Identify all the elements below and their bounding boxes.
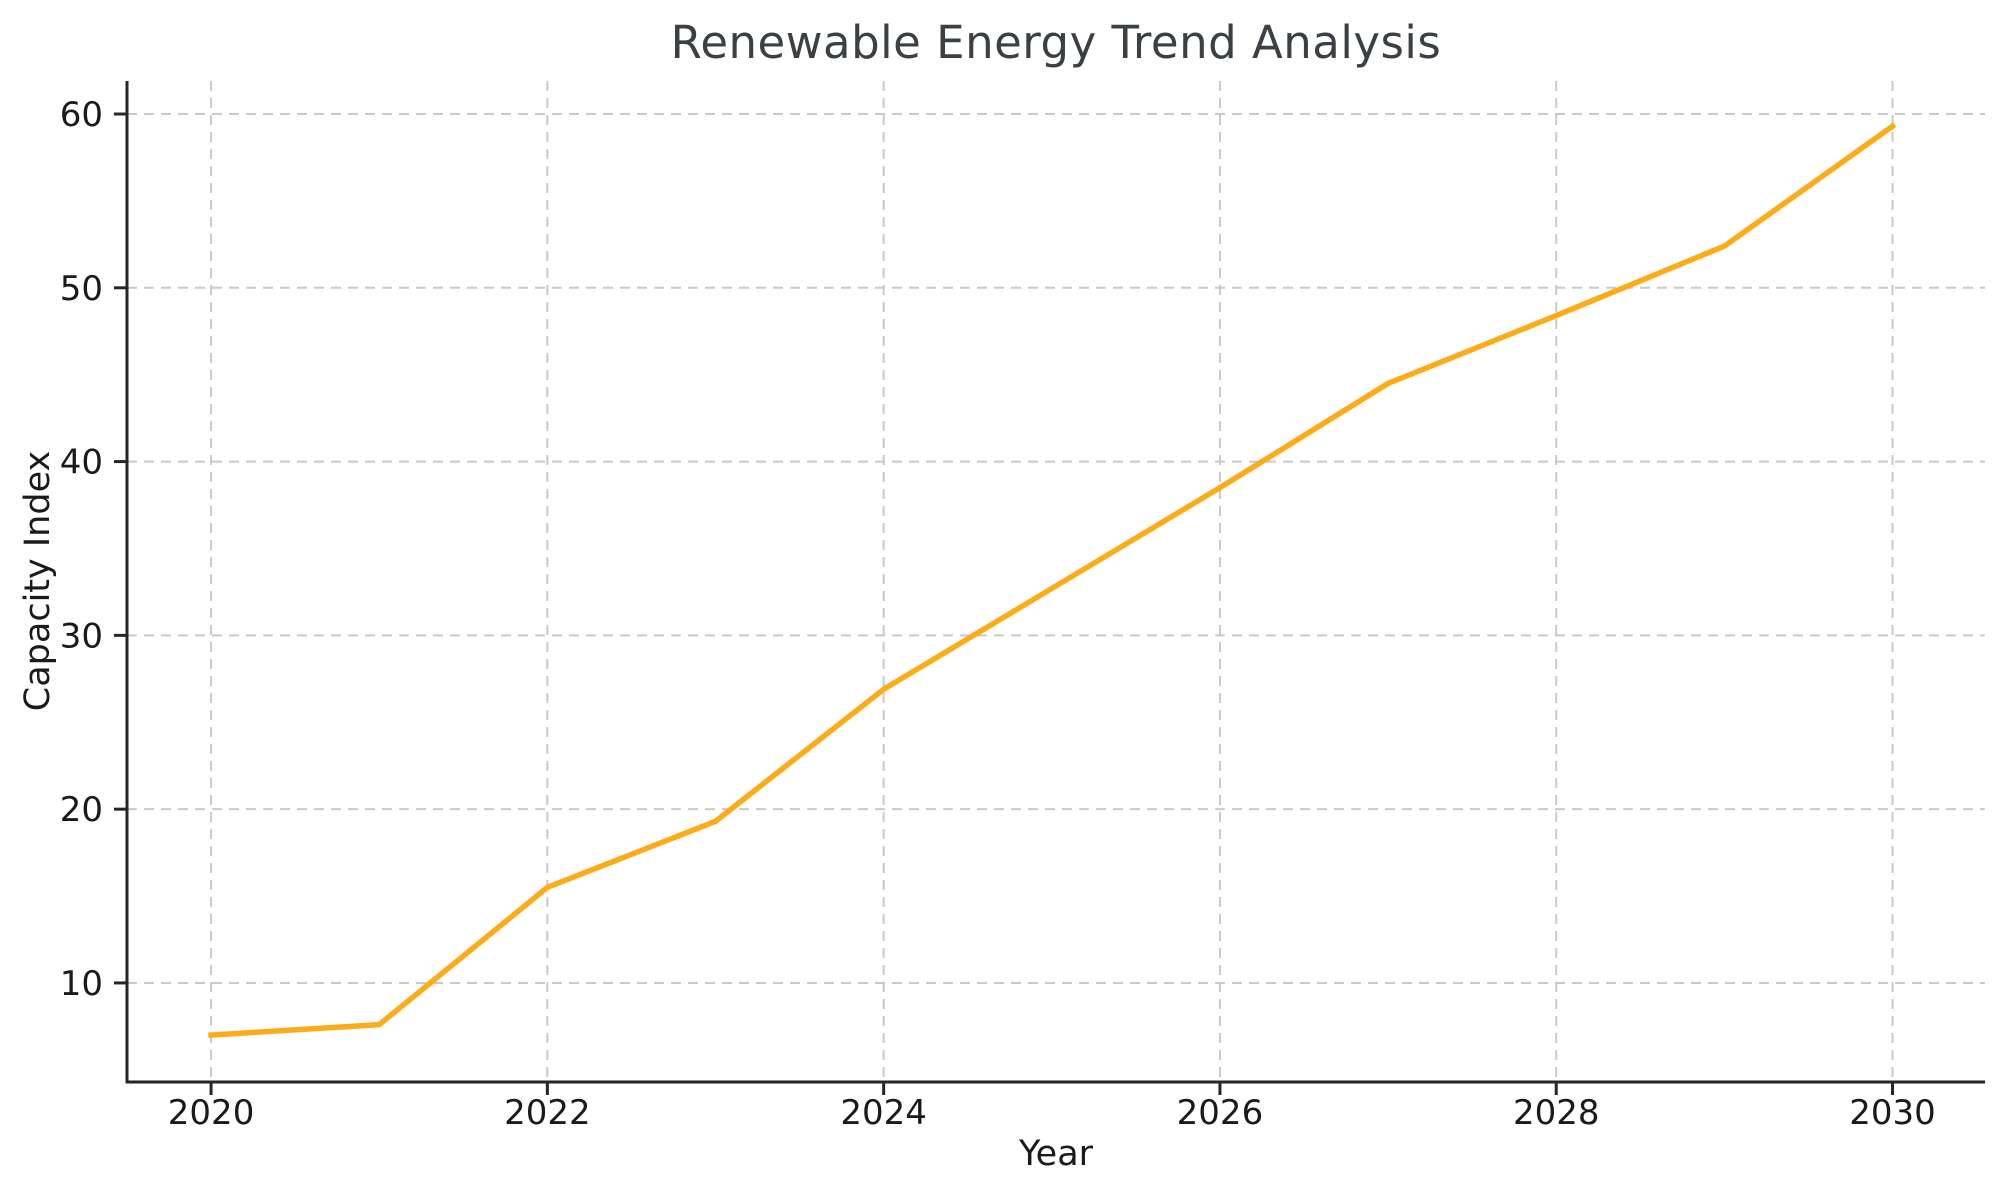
x-tick-label-2030: 2030	[1849, 1093, 1936, 1133]
y-tick-label-50: 50	[60, 269, 103, 309]
y-tick-label-40: 40	[60, 443, 103, 483]
x-tick-label-2028: 2028	[1513, 1093, 1600, 1133]
x-tick-label-2020: 2020	[168, 1093, 255, 1133]
y-tick-label-20: 20	[60, 790, 103, 830]
y-axis-label: Capacity Index	[18, 450, 58, 712]
x-axis-label: Year	[1018, 1134, 1094, 1174]
chart-title: Renewable Energy Trend Analysis	[670, 16, 1442, 69]
x-tick-label-2024: 2024	[840, 1093, 927, 1133]
x-tick-label-2022: 2022	[504, 1093, 591, 1133]
y-tick-label-30: 30	[60, 616, 103, 656]
trend-line-capacity-index	[208, 122, 1897, 1038]
x-tick-label-2026: 2026	[1177, 1093, 1264, 1133]
y-tick-label-10: 10	[60, 964, 103, 1004]
y-tick-label-60: 60	[60, 95, 103, 135]
